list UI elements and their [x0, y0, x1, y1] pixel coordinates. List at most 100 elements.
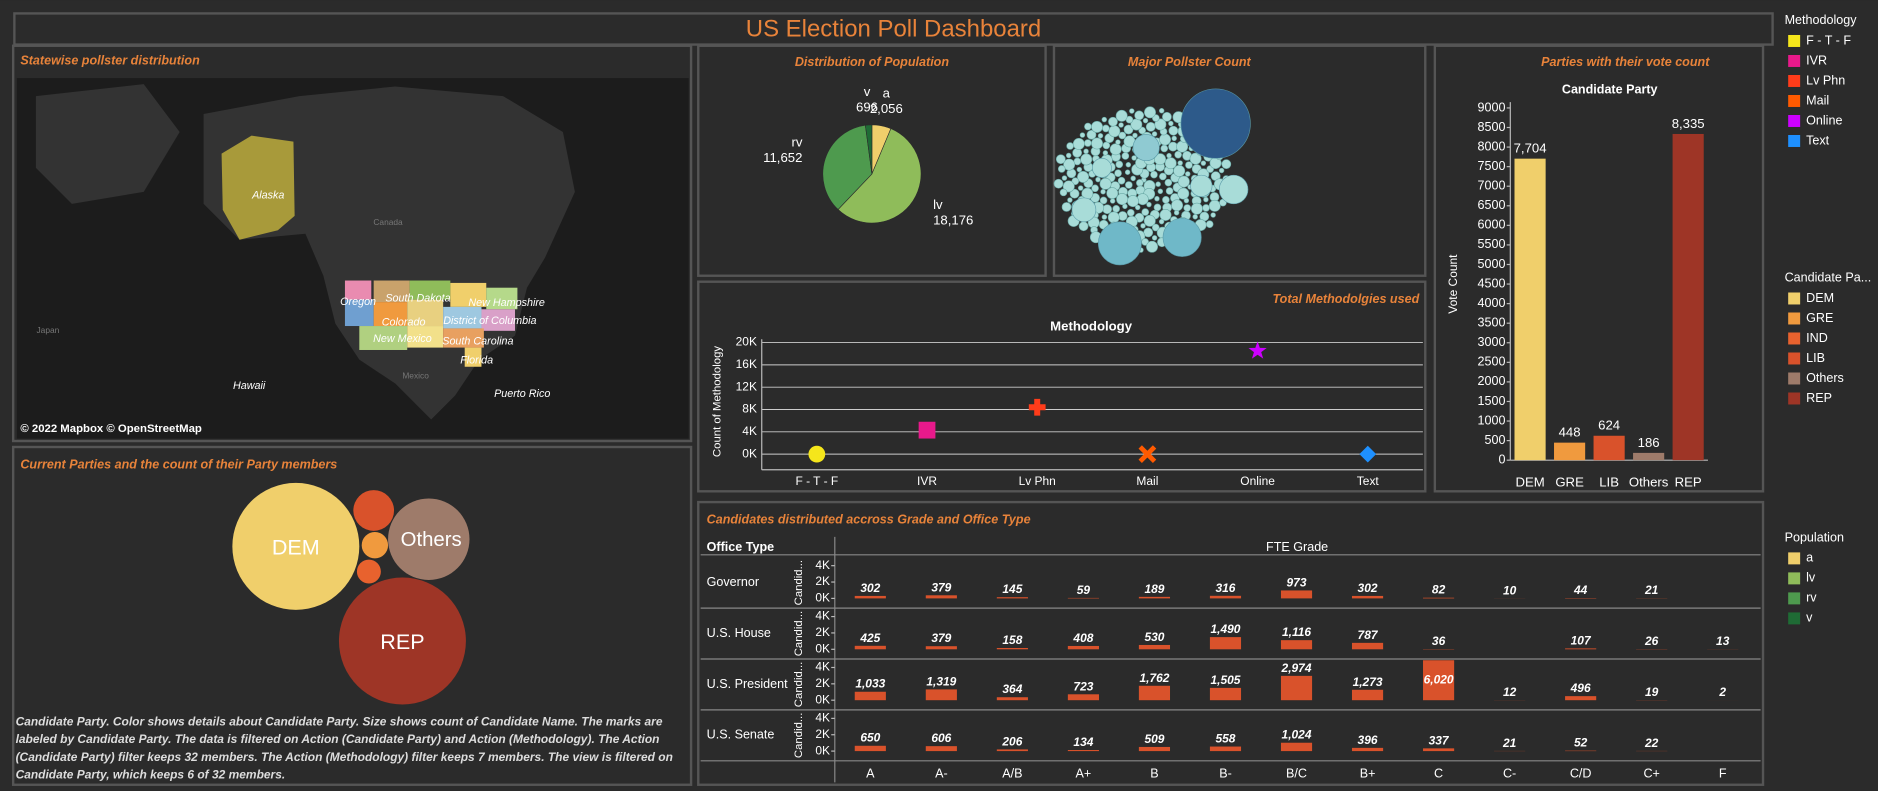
map-label: New Mexico [373, 333, 432, 345]
pollster-bubble [1164, 157, 1177, 170]
pollster-bubble [1168, 141, 1178, 152]
pollster-bubble [1076, 166, 1083, 173]
value-label: 44 [1573, 583, 1588, 597]
bar [1672, 133, 1704, 461]
bar [1423, 748, 1455, 752]
party-bubble [232, 482, 360, 610]
pollster-bubble [1135, 204, 1141, 211]
y-tick-label: 4K [815, 558, 830, 572]
marker [1248, 341, 1267, 359]
value-label: 21 [1644, 583, 1659, 597]
pollster-bubble [1095, 176, 1101, 183]
bar [996, 648, 1028, 650]
pollster-bubble [1078, 221, 1089, 232]
bar [1209, 595, 1242, 599]
panel-title: Distribution of Population [795, 55, 950, 69]
chart-subtitle: Candidate Party [1562, 82, 1658, 96]
value-label: 650 [860, 731, 880, 745]
pollster-bubble [1114, 169, 1122, 177]
pollster-bubble [1153, 203, 1162, 212]
pollster-bubble [1154, 196, 1160, 202]
value-label: 7,704 [1514, 141, 1547, 156]
y-tick-label: 3000 [1478, 335, 1506, 349]
value-label: 158 [1002, 633, 1022, 647]
value-label: 787 [1358, 628, 1379, 642]
pie-slice [865, 124, 873, 174]
marker [1138, 445, 1157, 464]
pollster-bubble [1140, 223, 1146, 229]
bar [1351, 747, 1384, 752]
y-tick-label: 4500 [1478, 276, 1506, 290]
pollster-bubble [1203, 196, 1209, 203]
legend-label: DEM [1806, 291, 1834, 305]
bar [1351, 595, 1384, 599]
pollster-bubble [1174, 150, 1182, 159]
pollster-bubble [1102, 150, 1109, 156]
pollster-bubble [1115, 139, 1121, 145]
pollster-bubble [1067, 197, 1073, 203]
pollster-bubble [1107, 211, 1120, 224]
party-bubble [356, 559, 381, 584]
map-label: Mexico [402, 371, 429, 381]
bar [925, 646, 957, 650]
bar [1067, 645, 1099, 650]
value-label: 13 [1716, 634, 1730, 648]
x-axis-title: Methodology [1050, 319, 1133, 334]
pollster-bubble [1154, 118, 1167, 131]
y-axis-title: Vote Count [1446, 254, 1460, 314]
legend-label: rv [1806, 591, 1817, 605]
value-label: 496 [1570, 681, 1591, 695]
pollster-bubble [1072, 137, 1085, 150]
legend-swatch [1788, 392, 1801, 405]
legend-label: IVR [1806, 53, 1827, 67]
pollster-bubble [1084, 122, 1092, 131]
map-states [344, 280, 518, 367]
pollster-bubble [1057, 165, 1066, 173]
value-label: 1,033 [855, 677, 885, 691]
pollster-bubble [1118, 131, 1127, 140]
x-tick-label: B+ [1360, 766, 1376, 780]
pie-slice [822, 124, 873, 210]
bar [1554, 442, 1586, 461]
row-bars [854, 660, 1739, 701]
value-label: 36 [1432, 634, 1446, 648]
map-state [486, 287, 518, 310]
map-state [443, 328, 484, 348]
bar [1280, 675, 1313, 701]
map-label: Puerto Rico [494, 388, 550, 400]
value-label: 134 [1073, 735, 1093, 749]
map-state [373, 280, 410, 303]
legend-swatch [1788, 114, 1801, 127]
vote-panel [1433, 44, 1765, 493]
map-label: Japan [36, 325, 59, 335]
pollster-bubble [1130, 175, 1136, 182]
bar [996, 749, 1028, 752]
x-tick-label: DEM [1515, 474, 1544, 489]
legend-swatch [1788, 74, 1801, 87]
map-state [443, 306, 482, 329]
row-label: U.S. President [707, 677, 789, 691]
value-label: 1,319 [926, 674, 956, 688]
pollster-bubble [1210, 212, 1216, 218]
y-tick-label: 0K [815, 743, 830, 757]
pollster-bubbles [1053, 88, 1251, 266]
map-state [409, 280, 451, 300]
y-axis-title: Count of Methodology [711, 346, 723, 457]
pollster-bubble [1155, 181, 1161, 187]
bar [996, 697, 1028, 701]
pollster-bubble [1162, 196, 1170, 204]
bar [925, 746, 957, 752]
legend-swatch [1788, 572, 1801, 585]
bar [1565, 696, 1597, 701]
value-label: 2,974 [1281, 661, 1312, 675]
pollster-bubble [1127, 208, 1135, 217]
bar [1067, 694, 1099, 701]
y-axis-title: Candid... [793, 662, 805, 707]
value-label: 206 [1001, 734, 1022, 748]
value-label: 26 [1644, 634, 1659, 648]
y-tick-label: 0K [815, 591, 830, 605]
y-tick-label: 7500 [1478, 159, 1506, 173]
pollster-bubble [1165, 187, 1174, 195]
y-tick-label: 1500 [1478, 394, 1506, 408]
y-tick-label: 5500 [1478, 237, 1506, 251]
